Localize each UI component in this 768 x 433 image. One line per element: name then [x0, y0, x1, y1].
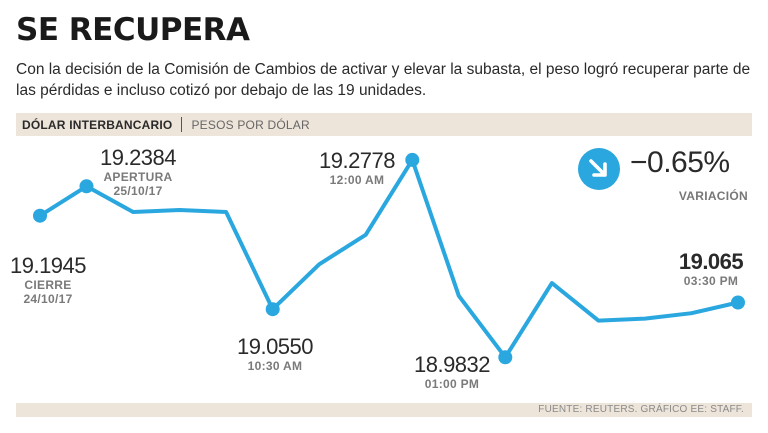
header-divider [181, 117, 183, 132]
footer-band: FUENTE: REUTERS. GRÁFICO EE: STAFF. [16, 403, 752, 417]
data-label-0100: 18.9832 01:00 PM [413, 352, 491, 392]
chart-header-band: DÓLAR INTERBANCARIO PESOS POR DÓLAR [16, 113, 752, 136]
data-label-value: 19.1945 [9, 253, 87, 278]
data-label-date: 25/10/17 [113, 184, 163, 198]
data-label-caption: APERTURA [103, 170, 173, 184]
variation-label: VARIACIÓN [678, 189, 748, 203]
data-label-date: 24/10/17 [23, 292, 73, 306]
data-label-1200: 19.2778 12:00 AM [318, 148, 396, 188]
data-label-value: 18.9832 [413, 352, 491, 377]
variation-value: −0.65% [630, 146, 730, 179]
data-label-caption: 03:30 PM [683, 274, 739, 288]
data-label-cierre: 19.1945 CIERRE 24/10/17 [9, 253, 87, 307]
data-label-caption: 10:30 AM [247, 359, 303, 373]
data-label-value: 19.065 [678, 249, 744, 274]
data-point [405, 152, 420, 167]
arrow-down-right-icon [578, 148, 620, 190]
data-label-1030: 19.0550 10:30 AM [236, 334, 314, 374]
data-label-caption: 01:00 PM [424, 377, 480, 391]
series-line [38, 157, 740, 360]
data-point [79, 179, 94, 194]
data-label-0330: 19.065 03:30 PM [678, 249, 744, 289]
data-point [498, 350, 513, 365]
data-label-caption: CIERRE [24, 278, 72, 292]
series-name: DÓLAR INTERBANCARIO [22, 117, 173, 132]
data-label-value: 19.0550 [236, 334, 314, 359]
data-point [33, 208, 47, 223]
data-label-caption: 12:00 AM [329, 173, 385, 187]
data-point [265, 302, 280, 317]
chart-title: SE RECUPERA [16, 12, 250, 48]
data-label-value: 19.2778 [318, 148, 396, 173]
unit-label: PESOS POR DÓLAR [191, 117, 310, 132]
data-label-value: 19.2384 [99, 145, 177, 170]
source-note: FUENTE: REUTERS. GRÁFICO EE: STAFF. [538, 404, 744, 415]
data-point [731, 295, 745, 310]
data-label-apertura: 19.2384 APERTURA 25/10/17 [99, 145, 177, 199]
chart-subtitle: Con la decisión de la Comisión de Cambio… [16, 61, 751, 99]
